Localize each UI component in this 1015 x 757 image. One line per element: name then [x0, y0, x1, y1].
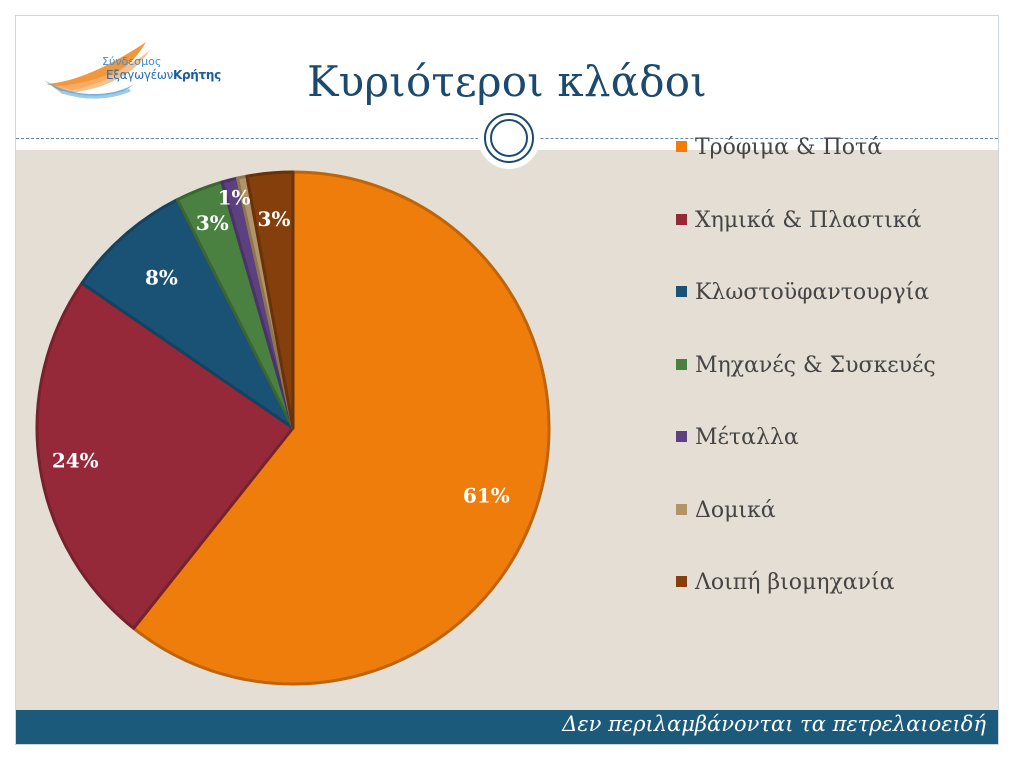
legend-swatch-4 — [676, 358, 687, 370]
legend-label-2: Χημικά & Πλαστικά — [695, 207, 922, 233]
footer-bar: Δεν περιλαμβάνονται τα πετρελαιοειδή — [16, 710, 998, 744]
legend-swatch-7 — [676, 576, 687, 587]
pie-data-label-2: 24% — [52, 449, 99, 473]
legend-label-5: Μέταλλα — [695, 425, 799, 450]
pie-chart: 61%24%8%3%1%3% — [35, 170, 551, 686]
logo-leaf-icon — [44, 42, 150, 99]
pie-slice-7 — [245, 170, 295, 430]
legend-item-7: Λοιπή βιομηχανία — [676, 570, 895, 595]
chart-area: 61% 24% 8% 3% 1% 3% Τρόφιμα & Ποτά Χημικά & Πλ… — [16, 135, 998, 710]
legend-item-2: Χημικά & Πλαστικά — [676, 208, 921, 233]
legend-swatch-5 — [676, 431, 687, 442]
pie-slice-1 — [132, 170, 551, 686]
logo-text-line2-a: Εξαγωγέων — [106, 68, 173, 82]
legend-label-4: Μηχανές & Συσκευές — [695, 352, 936, 378]
pie-slice-3 — [80, 198, 295, 430]
logo-text-line2-b: Κρήτης — [172, 68, 221, 82]
legend-item-5: Μέταλλα — [676, 425, 799, 450]
legend-label-7: Λοιπή βιομηχανία — [695, 570, 895, 595]
pie-data-label-1: 61% — [463, 484, 510, 508]
footer-note: Δεν περιλαμβάνονται τα πετρελαιοειδή — [562, 712, 986, 736]
legend-swatch-6 — [676, 503, 687, 515]
logo-text-line2: ΕξαγωγέωνΚρήτης — [106, 68, 221, 82]
legend-label-1: Τρόφιμα & Ποτά — [695, 135, 883, 160]
logo-text-line1: Σύνδεσμος — [102, 55, 162, 68]
pie-data-label-7: 3% — [258, 207, 291, 231]
legend-swatch-3 — [676, 286, 687, 297]
legend-item-1: Τρόφιμα & Ποτά — [676, 135, 882, 160]
legend-item-6: Δομικά — [676, 498, 776, 523]
legend-item-3: Κλωστοϋφαντουργία — [676, 280, 929, 305]
pie-slice-2 — [35, 281, 295, 630]
legend-swatch-1 — [676, 141, 687, 152]
legend-item-4: Μηχανές & Συσκευές — [676, 353, 936, 378]
logo: Σύνδεσμος ΕξαγωγέωνΚρήτης — [42, 40, 222, 100]
pie-data-label-3: 8% — [145, 266, 178, 290]
legend-swatch-2 — [676, 213, 687, 225]
divider-circle-icon — [478, 107, 540, 169]
legend-label-3: Κλωστοϋφαντουργία — [695, 280, 930, 305]
pie-data-label-5: 1% — [218, 185, 251, 209]
legend-label-6: Δομικά — [695, 497, 776, 523]
page-title: Κυριότεροι κλάδοι — [307, 57, 707, 106]
pie-data-label-4: 3% — [196, 211, 229, 235]
